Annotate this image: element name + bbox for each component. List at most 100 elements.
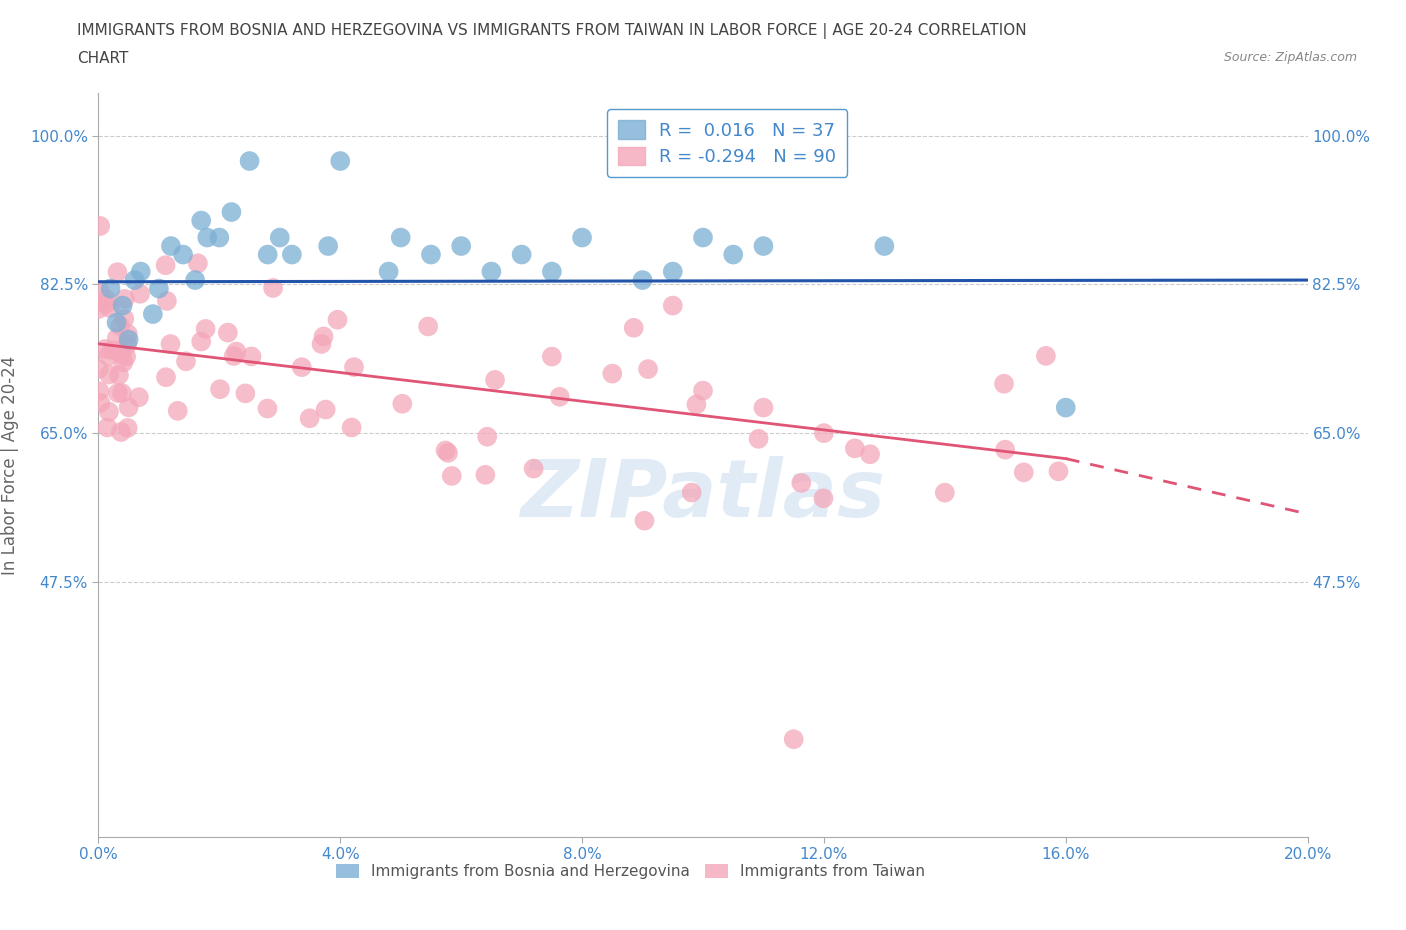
Point	[94, 341, 117, 356]
Point	[540, 349, 562, 364]
Point	[195, 230, 218, 245]
Point	[118, 400, 141, 415]
Point	[110, 425, 132, 440]
Point	[748, 432, 770, 446]
Point	[124, 272, 146, 287]
Point	[111, 386, 134, 401]
Point	[184, 272, 207, 287]
Point	[312, 329, 335, 344]
Point	[111, 347, 134, 362]
Point	[692, 230, 714, 245]
Point	[434, 443, 457, 458]
Point	[110, 319, 132, 334]
Point	[510, 247, 533, 262]
Point	[859, 446, 882, 461]
Point	[633, 513, 655, 528]
Point	[142, 307, 165, 322]
Point	[481, 264, 503, 279]
Point	[112, 355, 135, 370]
Point	[128, 390, 150, 405]
Point	[681, 485, 703, 500]
Point	[155, 370, 177, 385]
Point	[105, 331, 128, 346]
Point	[235, 386, 257, 401]
Point	[98, 367, 121, 382]
Point	[190, 334, 212, 349]
Point	[96, 292, 118, 307]
Point	[416, 319, 439, 334]
Point	[420, 247, 443, 262]
Point	[217, 326, 239, 340]
Point	[118, 332, 141, 347]
Point	[98, 300, 121, 315]
Point	[129, 286, 152, 301]
Text: ZIPatlas: ZIPatlas	[520, 456, 886, 534]
Point	[934, 485, 956, 500]
Point	[159, 337, 181, 352]
Point	[994, 443, 1017, 458]
Point	[87, 362, 110, 377]
Point	[239, 153, 262, 168]
Point	[155, 258, 177, 272]
Point	[117, 420, 139, 435]
Point	[540, 264, 562, 279]
Point	[256, 247, 278, 262]
Point	[100, 281, 122, 296]
Point	[1035, 349, 1057, 364]
Point	[240, 349, 263, 364]
Point	[391, 396, 413, 411]
Point	[105, 315, 128, 330]
Point	[221, 205, 243, 219]
Text: IMMIGRANTS FROM BOSNIA AND HERZEGOVINA VS IMMIGRANTS FROM TAIWAN IN LABOR FORCE : IMMIGRANTS FROM BOSNIA AND HERZEGOVINA V…	[77, 23, 1026, 39]
Point	[326, 312, 349, 327]
Point	[190, 213, 212, 228]
Point	[101, 342, 124, 357]
Point	[311, 337, 333, 352]
Point	[89, 219, 111, 233]
Point	[450, 239, 472, 254]
Point	[623, 320, 645, 335]
Point	[571, 230, 593, 245]
Point	[790, 475, 813, 490]
Point	[89, 395, 111, 410]
Point	[813, 491, 835, 506]
Point	[752, 239, 775, 254]
Point	[107, 386, 129, 401]
Point	[477, 430, 499, 445]
Point	[474, 468, 496, 483]
Point	[813, 426, 835, 441]
Point	[89, 283, 111, 298]
Point	[97, 349, 120, 364]
Legend: Immigrants from Bosnia and Herzegovina, Immigrants from Taiwan: Immigrants from Bosnia and Herzegovina, …	[329, 857, 931, 885]
Point	[148, 281, 170, 296]
Point	[166, 404, 188, 418]
Point	[1047, 464, 1070, 479]
Y-axis label: In Labor Force | Age 20-24: In Labor Force | Age 20-24	[1, 355, 18, 575]
Point	[115, 338, 138, 352]
Point	[993, 377, 1015, 392]
Point	[112, 312, 135, 326]
Point	[194, 322, 217, 337]
Point	[129, 264, 152, 279]
Point	[107, 265, 129, 280]
Point	[208, 381, 231, 396]
Point	[661, 264, 683, 279]
Point	[440, 469, 463, 484]
Point	[174, 353, 197, 368]
Point	[94, 297, 117, 312]
Point	[114, 291, 136, 306]
Point	[692, 383, 714, 398]
Point	[89, 384, 111, 399]
Point	[523, 461, 546, 476]
Point	[752, 400, 775, 415]
Point	[437, 445, 460, 460]
Point	[111, 299, 134, 313]
Point	[377, 264, 399, 279]
Point	[87, 301, 110, 316]
Point	[269, 230, 291, 245]
Text: CHART: CHART	[77, 51, 129, 66]
Point	[340, 420, 363, 435]
Point	[389, 230, 412, 245]
Point	[315, 402, 337, 417]
Point	[208, 230, 231, 245]
